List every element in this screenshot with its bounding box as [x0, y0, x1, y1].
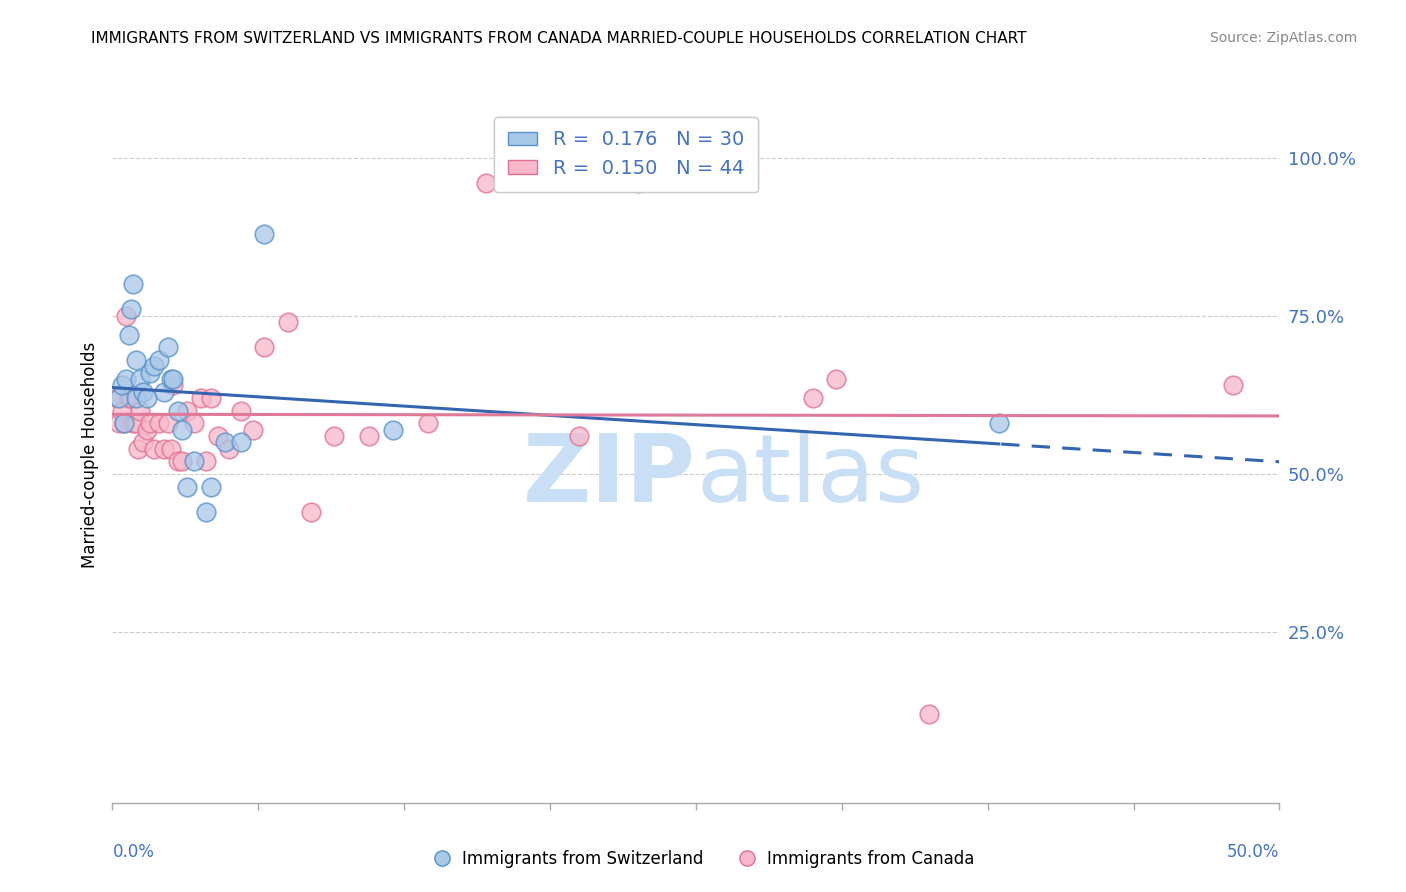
Point [160, 442, 183, 456]
Point [359, 429, 381, 443]
Text: atlas: atlas [696, 430, 924, 522]
Point [229, 403, 252, 417]
Point [160, 372, 183, 386]
Point [157, 417, 180, 431]
Point [172, 454, 194, 468]
Point [111, 403, 134, 417]
Point [111, 378, 134, 392]
Point [115, 372, 138, 386]
Point [136, 391, 159, 405]
Point [157, 340, 180, 354]
Text: Source: ZipAtlas.com: Source: ZipAtlas.com [1209, 31, 1357, 45]
Point [122, 417, 145, 431]
Point [162, 372, 184, 386]
Point [108, 417, 131, 431]
Point [568, 429, 591, 443]
Point [136, 423, 159, 437]
Point [176, 403, 198, 417]
Text: IMMIGRANTS FROM SWITZERLAND VS IMMIGRANTS FROM CANADA MARRIED-COUPLE HOUSEHOLDS : IMMIGRANTS FROM SWITZERLAND VS IMMIGRANT… [91, 31, 1026, 46]
Point [122, 277, 145, 292]
Point [148, 353, 170, 368]
Point [120, 302, 142, 317]
Point [801, 391, 824, 405]
Point [825, 372, 848, 386]
Point [120, 391, 142, 405]
Point [139, 366, 162, 380]
Point [115, 309, 138, 323]
Point [253, 227, 276, 241]
Point [194, 505, 217, 519]
Point [125, 391, 148, 405]
Point [988, 417, 1011, 431]
Point [190, 391, 212, 405]
Point [129, 403, 152, 417]
Point [172, 423, 194, 437]
Point [200, 479, 222, 493]
Point [153, 442, 176, 456]
Point [162, 378, 184, 392]
Point [218, 442, 240, 456]
Text: 50.0%: 50.0% [1227, 843, 1279, 861]
Point [132, 435, 155, 450]
Point [323, 429, 346, 443]
Point [132, 384, 155, 399]
Point [194, 454, 217, 468]
Point [166, 403, 188, 417]
Point [475, 176, 498, 190]
Point [416, 417, 439, 431]
Point [143, 359, 166, 374]
Point [112, 417, 135, 431]
Point [253, 340, 276, 354]
Point [207, 429, 229, 443]
Point [148, 417, 170, 431]
Point [125, 417, 148, 431]
Text: 0.0%: 0.0% [112, 843, 155, 861]
Point [183, 417, 205, 431]
Point [125, 353, 148, 368]
Point [153, 384, 176, 399]
Point [627, 176, 650, 190]
Legend: R =  0.176   N = 30, R =  0.150   N = 44: R = 0.176 N = 30, R = 0.150 N = 44 [495, 117, 758, 192]
Point [200, 391, 222, 405]
Point [242, 423, 264, 437]
Point [143, 442, 166, 456]
Point [176, 479, 198, 493]
Point [276, 315, 298, 329]
Point [112, 417, 135, 431]
Text: ZIP: ZIP [523, 430, 696, 522]
Legend: Immigrants from Switzerland, Immigrants from Canada: Immigrants from Switzerland, Immigrants … [425, 844, 981, 875]
Point [105, 391, 128, 405]
Point [118, 327, 141, 342]
Point [229, 435, 252, 450]
Point [918, 707, 941, 722]
Point [1222, 378, 1244, 392]
Point [139, 417, 162, 431]
Point [118, 391, 141, 405]
Y-axis label: Married-couple Households: Married-couple Households [80, 342, 98, 568]
Point [108, 391, 131, 405]
Point [183, 454, 205, 468]
Point [214, 435, 236, 450]
Point [166, 454, 188, 468]
Point [127, 442, 149, 456]
Point [129, 372, 152, 386]
Point [381, 423, 404, 437]
Point [299, 505, 322, 519]
